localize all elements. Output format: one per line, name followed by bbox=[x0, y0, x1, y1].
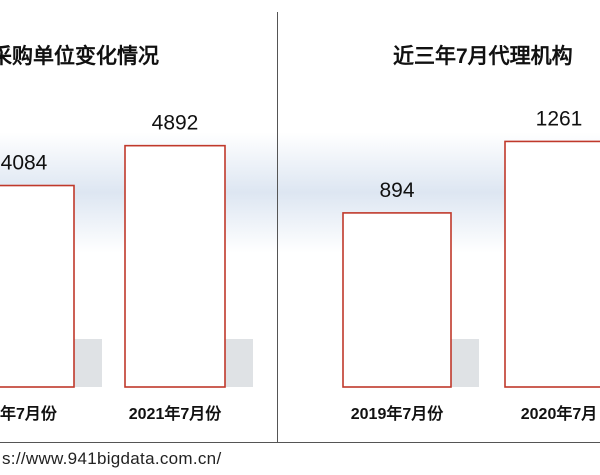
bar-1 bbox=[124, 144, 226, 388]
bar-0 bbox=[0, 184, 75, 388]
value-label-0: 4084 bbox=[1, 152, 48, 175]
value-label-1: 4892 bbox=[152, 112, 199, 135]
category-label-0: 2019年7月份 bbox=[351, 404, 444, 423]
category-label-1: 2020年7月 bbox=[521, 404, 598, 423]
left-chart-panel: 采购单位变化情况 4084 0年7月份 4892 2021年7月份 bbox=[0, 12, 280, 443]
category-label-1: 2021年7月份 bbox=[129, 404, 222, 423]
left-bar-chart: 4084 0年7月份 4892 2021年7月份 bbox=[0, 112, 253, 423]
bar-1 bbox=[504, 140, 600, 388]
right-chart-title: 近三年7月代理机构 bbox=[393, 45, 573, 68]
bar-0 bbox=[342, 212, 452, 388]
value-label-1: 1261 bbox=[536, 107, 583, 130]
source-url: s://www.941bigdata.com.cn/ bbox=[2, 449, 222, 468]
category-label-0: 0年7月份 bbox=[0, 404, 58, 423]
right-chart-panel: 近三年7月代理机构 894 2019年7月份 1261 2020年7月 bbox=[277, 12, 600, 443]
left-chart-title: 采购单位变化情况 bbox=[0, 45, 159, 68]
right-bar-chart: 894 2019年7月份 1261 2020年7月 bbox=[342, 107, 600, 423]
value-label-0: 894 bbox=[379, 179, 414, 202]
